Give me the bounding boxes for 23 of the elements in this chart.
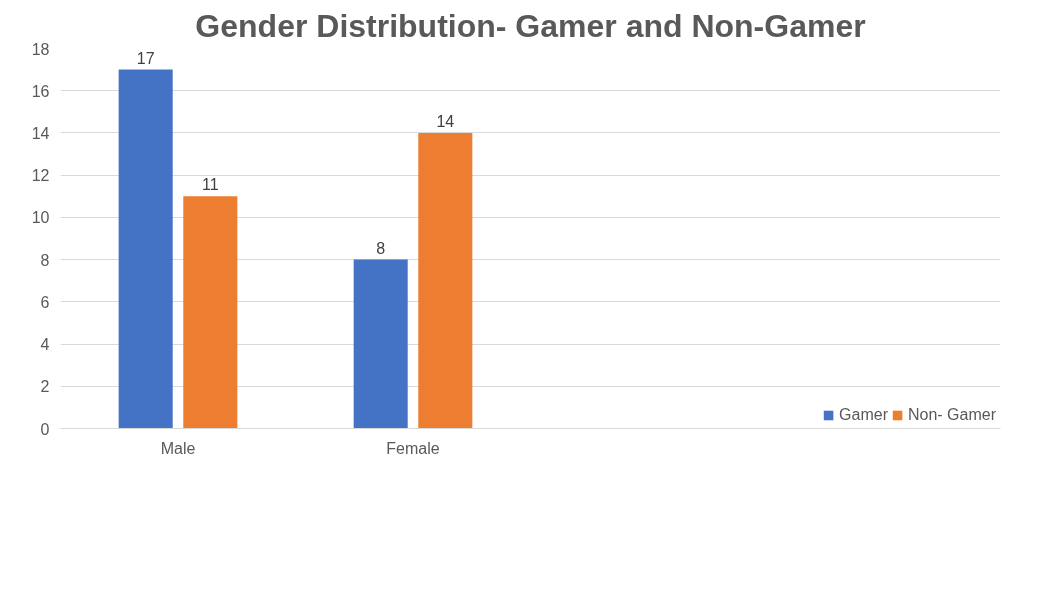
bar (418, 132, 473, 429)
legend-label: Gamer (839, 406, 888, 424)
bar (353, 259, 408, 429)
y-tick-label: 0 (40, 420, 50, 438)
y-tick-label: 2 (40, 378, 50, 396)
data-label: 14 (436, 112, 455, 130)
chart-title: Gender Distribution- Gamer and Non-Gamer (195, 7, 866, 44)
x-tick-label: Male (160, 439, 196, 457)
y-tick-label: 18 (31, 40, 50, 58)
y-tick-label: 14 (31, 124, 50, 142)
legend-label: Non- Gamer (907, 406, 996, 424)
y-tick-label: 10 (31, 209, 50, 227)
bar (183, 196, 238, 429)
y-tick-label: 4 (40, 336, 50, 354)
y-tick-label: 8 (40, 251, 50, 269)
bar (118, 69, 173, 429)
data-label: 11 (202, 176, 219, 194)
x-tick-label: Female (386, 439, 440, 457)
data-label: 17 (136, 49, 155, 67)
y-tick-label: 6 (40, 293, 50, 311)
y-tick-label: 12 (31, 167, 50, 185)
data-label: 8 (376, 239, 386, 257)
y-tick-label: 16 (31, 82, 50, 100)
